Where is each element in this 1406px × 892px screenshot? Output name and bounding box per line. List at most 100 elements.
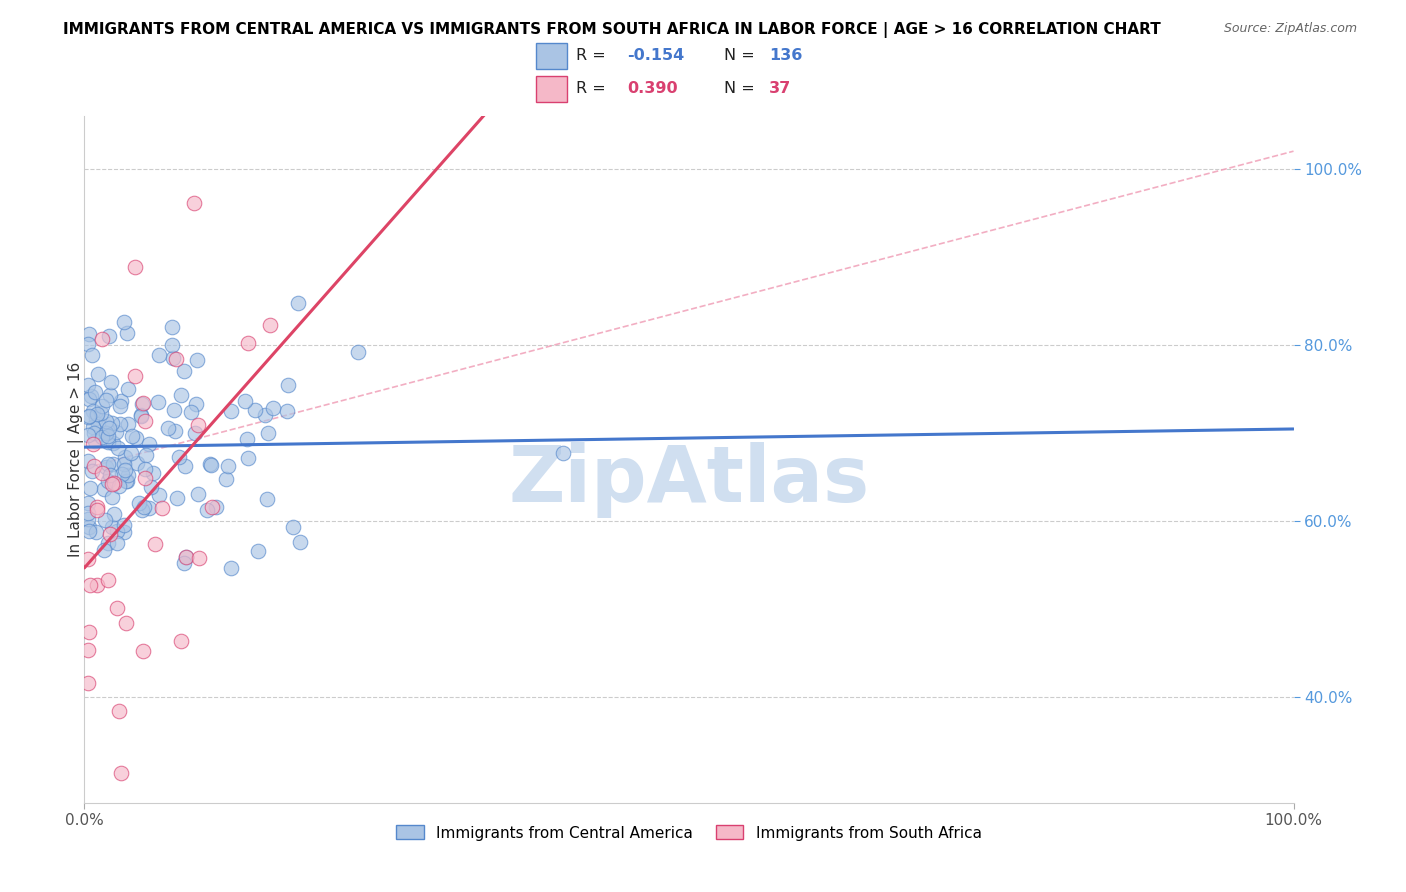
Text: R =: R =	[575, 81, 606, 96]
Point	[124, 431, 146, 445]
Point	[134, 414, 156, 428]
Point	[131, 503, 153, 517]
Point	[128, 496, 150, 510]
Point	[112, 524, 135, 539]
Point	[120, 446, 142, 460]
Text: ZipAtlas: ZipAtlas	[509, 442, 869, 518]
Point	[87, 417, 110, 431]
Point	[117, 467, 139, 482]
Point	[91, 331, 114, 345]
Point	[82, 437, 104, 451]
Point	[90, 399, 112, 413]
Point	[141, 466, 163, 480]
Point	[94, 393, 117, 408]
Point	[77, 409, 100, 423]
Bar	[536, 76, 567, 102]
Point	[87, 367, 110, 381]
Point	[138, 437, 160, 451]
Point	[98, 329, 121, 343]
Point	[101, 519, 124, 533]
Point	[186, 397, 208, 411]
Point	[143, 536, 166, 550]
Point	[201, 500, 224, 514]
Point	[180, 405, 202, 419]
Point	[98, 527, 121, 541]
Point	[253, 408, 276, 422]
Point	[77, 524, 100, 539]
Point	[156, 421, 179, 435]
Point	[134, 500, 156, 515]
Point	[184, 426, 207, 441]
Point	[77, 337, 100, 351]
Point	[77, 506, 100, 520]
Point	[131, 397, 153, 411]
Point	[86, 578, 108, 592]
Point	[86, 503, 108, 517]
Point	[98, 467, 121, 482]
Point	[103, 476, 125, 491]
Point	[551, 446, 574, 460]
Point	[110, 766, 132, 780]
Point	[186, 353, 208, 368]
Point	[79, 326, 101, 341]
Point	[77, 624, 100, 639]
Point	[83, 385, 105, 400]
Point	[124, 260, 146, 275]
Point	[187, 418, 209, 433]
Text: 136: 136	[769, 48, 803, 63]
Point	[243, 403, 266, 417]
Text: -0.154: -0.154	[627, 48, 685, 63]
Point	[100, 490, 122, 504]
Point	[77, 643, 100, 657]
Point	[103, 508, 125, 522]
Point	[150, 500, 173, 515]
Point	[117, 417, 139, 432]
Text: Source: ZipAtlas.com: Source: ZipAtlas.com	[1223, 22, 1357, 36]
Point	[121, 428, 143, 442]
Point	[91, 467, 114, 481]
Point	[105, 601, 128, 615]
Point	[134, 462, 156, 476]
Point	[86, 407, 108, 421]
Point	[160, 338, 183, 352]
Point	[110, 399, 132, 413]
Point	[165, 424, 187, 438]
Point	[101, 435, 124, 450]
Point	[166, 491, 188, 505]
Point	[86, 500, 108, 514]
Point	[108, 479, 131, 493]
Point	[215, 472, 238, 486]
Point	[114, 463, 136, 477]
Point	[129, 408, 152, 422]
Point	[93, 482, 115, 496]
Point	[131, 643, 153, 657]
Point	[148, 487, 170, 501]
Point	[134, 471, 156, 485]
Point	[77, 377, 100, 392]
Point	[83, 426, 105, 441]
Point	[165, 352, 187, 367]
Point	[347, 344, 370, 359]
Point	[148, 348, 170, 362]
Point	[83, 458, 105, 473]
Point	[233, 394, 256, 409]
Point	[94, 513, 117, 527]
Point	[96, 457, 118, 471]
Point	[115, 616, 138, 631]
Point	[174, 549, 197, 564]
Point	[80, 464, 103, 478]
Point	[108, 417, 131, 432]
Point	[132, 396, 155, 410]
Point	[129, 409, 152, 423]
Point	[91, 430, 114, 444]
Point	[94, 460, 117, 475]
Point	[112, 457, 135, 471]
Point	[290, 534, 312, 549]
Y-axis label: In Labor Force | Age > 16: In Labor Force | Age > 16	[67, 362, 84, 557]
Point	[98, 421, 121, 435]
Point	[104, 425, 127, 439]
Point	[107, 705, 129, 719]
Point	[115, 474, 138, 488]
Point	[112, 518, 135, 533]
Point	[162, 351, 184, 365]
